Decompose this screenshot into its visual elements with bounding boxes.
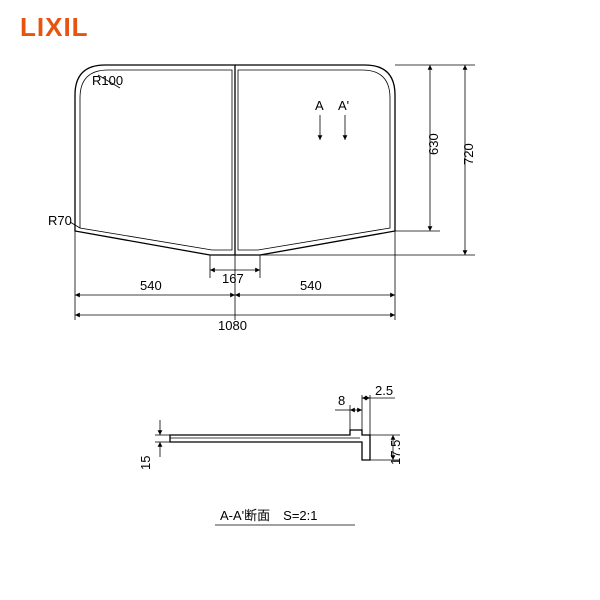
dim-top-gap: 8 (338, 393, 345, 408)
svg-text:A': A' (338, 98, 349, 113)
svg-text:A: A (315, 98, 324, 113)
section-profile (170, 430, 370, 460)
dim-notch: 167 (222, 271, 244, 286)
plan-view: R100 R70 A A' 630 720 167 (48, 65, 476, 333)
section-marker-a: A (315, 98, 324, 140)
dim-half-right: 540 (300, 278, 322, 293)
section-marker-a-prime: A' (338, 98, 349, 140)
dim-half-left: 540 (140, 278, 162, 293)
dim-outer-height: 720 (461, 143, 476, 165)
dim-left: 15 (138, 456, 153, 470)
brand-logo: LIXIL (20, 12, 89, 43)
section-title: A-A'断面 S=2:1 (220, 508, 318, 523)
dim-inner-height: 630 (426, 133, 441, 155)
dim-lip: 2.5 (375, 383, 393, 398)
plan-outline (75, 65, 395, 255)
dim-right: 17.5 (388, 440, 403, 465)
radius-bottom-label: R70 (48, 213, 72, 228)
technical-drawing: R100 R70 A A' 630 720 167 (0, 0, 600, 600)
dim-total: 1080 (218, 318, 247, 333)
section-view: 8 2.5 15 17.5 A-A'断面 S=2:1 (138, 383, 403, 525)
